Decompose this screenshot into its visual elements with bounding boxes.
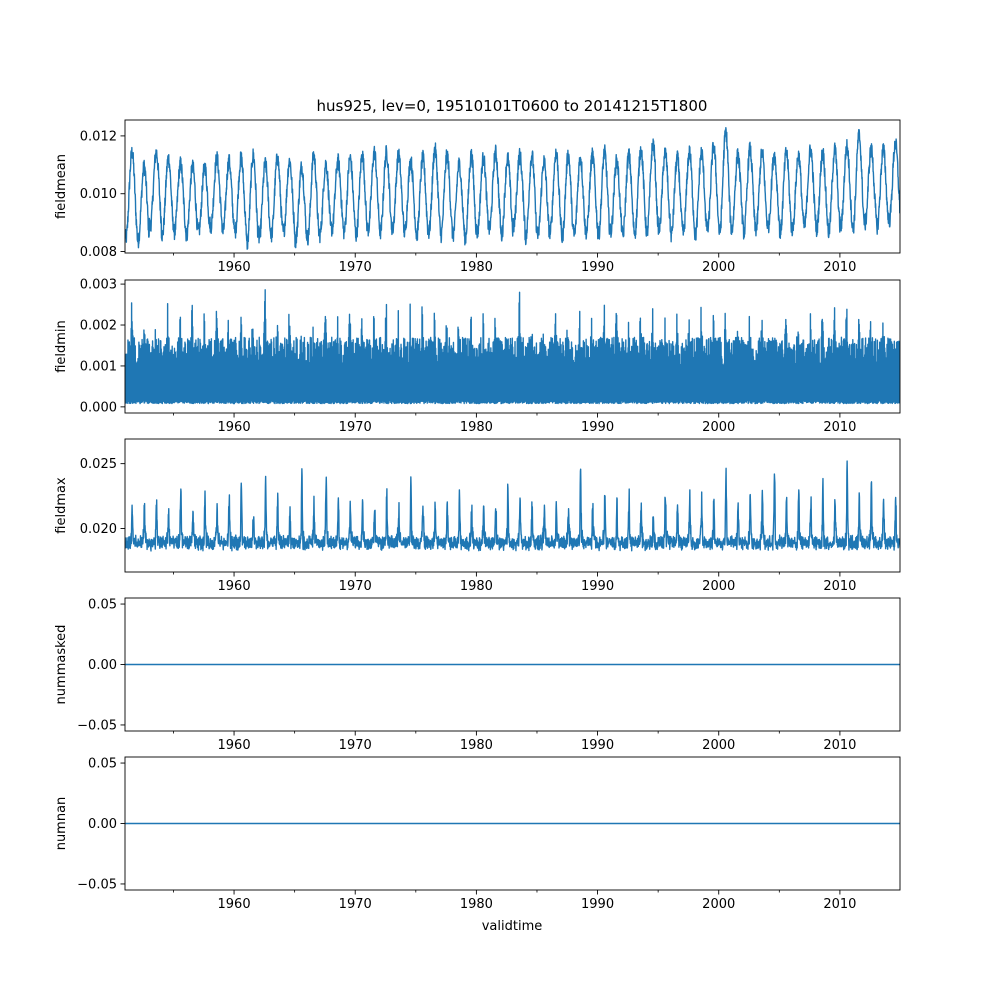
y-tick-label-fieldmax-0: 0.020 [80,522,117,537]
x-tick-label-1960: 1960 [218,897,251,912]
x-tick-label-1990: 1990 [581,579,614,594]
y-tick-label-fieldmin-3: 0.003 [80,278,117,293]
subplot-fieldmin: 1960 1970 1980 1990 2000 2010 0.000 0.001 0.002 0… [54,278,901,435]
y-tick-label-nummasked-1: 0.00 [88,658,117,673]
x-tick-label-2010: 2010 [823,260,856,275]
x-tick-label-1970: 1970 [339,260,372,275]
y-tick-label-fieldmean-1: 0.010 [80,187,117,202]
x-tick-label-1990: 1990 [581,738,614,753]
y-tick-label-nummasked-2: 0.05 [88,598,117,613]
x-tick-label-1980: 1980 [460,579,493,594]
x-tick-label-2010: 2010 [823,579,856,594]
x-tick-label-1980: 1980 [460,738,493,753]
y-tick-label-nummasked-0: −0.05 [77,718,117,733]
y-tick-label-fieldmean-2: 0.012 [80,129,117,144]
y-tick-label-numnan-2: 0.05 [88,757,117,772]
x-tick-label-1990: 1990 [581,897,614,912]
subplot-fieldmean: 1960 1970 1980 1990 2000 2010 0.008 0.010 0.012 f… [54,119,901,275]
x-tick-label-1970: 1970 [339,897,372,912]
y-tick-label-numnan-1: 0.00 [88,817,117,832]
x-tick-label-2010: 2010 [823,897,856,912]
axes-frame-fieldmean [124,119,901,254]
y-tick-label-fieldmean-0: 0.008 [80,245,117,260]
x-tick-label-1970: 1970 [339,738,372,753]
y-axis-label-numnan: numnan [54,797,69,851]
y-axis-label-fieldmin: fieldmin [54,320,69,373]
y-axis-label-nummasked: nummasked [54,625,69,705]
subplot-nummasked: 1960 1970 1980 1990 2000 2010 −0.05 0.00 0.05 num… [54,598,901,753]
y-tick-label-numnan-0: −0.05 [77,877,117,892]
y-tick-label-fieldmin-0: 0.000 [80,400,117,415]
subplots: 1960 1970 1980 1990 2000 2010 0.008 0.010 0.012 f… [54,119,901,912]
x-axis-label: validtime [482,919,543,934]
y-tick-label-fieldmin-2: 0.002 [80,319,117,334]
x-tick-label-1990: 1990 [581,420,614,435]
axes-frame-fieldmin [124,279,901,414]
x-tick-label-2010: 2010 [823,738,856,753]
x-tick-label-1960: 1960 [218,579,251,594]
subplot-numnan: 1960 1970 1980 1990 2000 2010 −0.05 0.00 0.05 num… [54,757,901,912]
x-tick-label-2010: 2010 [823,420,856,435]
x-tick-label-2000: 2000 [702,420,735,435]
x-tick-label-1980: 1980 [460,260,493,275]
x-tick-label-2000: 2000 [702,260,735,275]
y-tick-label-fieldmax-1: 0.025 [80,457,117,472]
x-tick-label-2000: 2000 [702,897,735,912]
x-tick-label-2000: 2000 [702,579,735,594]
y-tick-label-fieldmin-1: 0.001 [80,359,117,374]
x-tick-label-1980: 1980 [460,420,493,435]
series-line-fieldmax [125,460,900,552]
x-tick-label-1980: 1980 [460,897,493,912]
x-tick-label-2000: 2000 [702,738,735,753]
x-tick-label-1970: 1970 [339,420,372,435]
x-tick-label-1990: 1990 [581,260,614,275]
x-tick-label-1960: 1960 [218,738,251,753]
x-tick-label-1960: 1960 [218,260,251,275]
x-tick-label-1960: 1960 [218,420,251,435]
x-tick-label-1970: 1970 [339,579,372,594]
y-axis-label-fieldmax: fieldmax [54,477,69,534]
series-line-fieldmin [125,289,900,405]
series-line-fieldmean [125,127,900,250]
chart-title: hus925, lev=0, 19510101T0600 to 20141215… [317,97,708,115]
y-axis-label-fieldmean: fieldmean [54,154,69,219]
axes-frame-fieldmax [124,438,901,573]
subplot-fieldmax: 1960 1970 1980 1990 2000 2010 0.020 0.025 fieldm… [54,438,901,594]
